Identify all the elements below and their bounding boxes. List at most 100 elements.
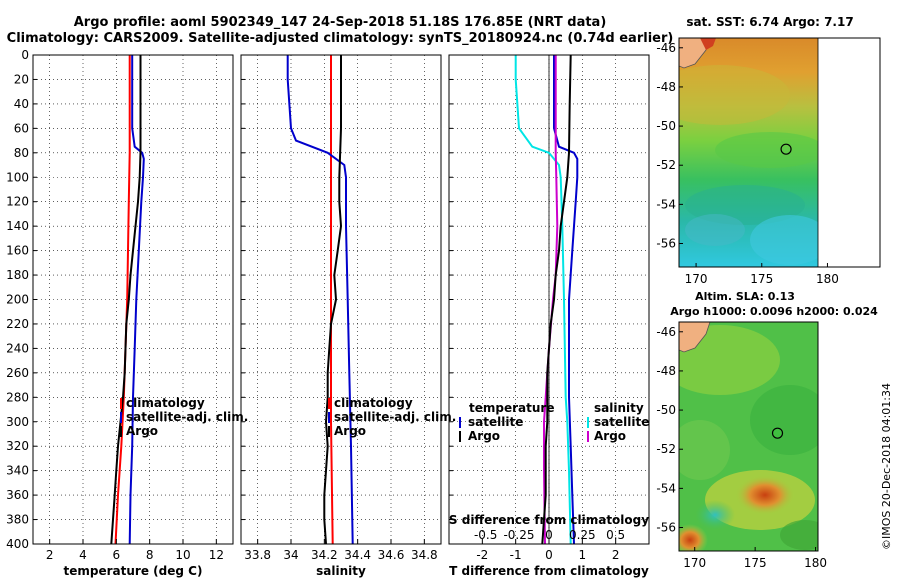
x-axis-label: temperature (deg C)	[64, 564, 203, 578]
legend-label: Argo	[594, 429, 626, 443]
imos-timestamp-watermark: ©IMOS 20-Dec-2018 04:01:34	[880, 383, 893, 550]
difference-panel: -2 -1 0 1 2 T difference from climatology S di…	[448, 54, 650, 578]
y-tick-label: 180	[6, 268, 29, 282]
x-tick-label: 34.8	[411, 548, 438, 562]
y-tick-label: 320	[6, 439, 29, 453]
y-tick-label: 40	[14, 97, 29, 111]
x-axis-label: T difference from climatology	[449, 564, 649, 578]
map-y-tick-label: -54	[656, 197, 676, 211]
y-tick-label: 20	[14, 72, 29, 86]
sst-map-title: sat. SST: 6.74 Argo: 7.17	[686, 15, 853, 29]
map-y-tick-label: -48	[656, 364, 676, 378]
legend-label: climatology	[126, 396, 205, 410]
y-tick-label: 380	[6, 513, 29, 527]
x-tick-label: 4	[79, 548, 87, 562]
series-argo	[323, 55, 343, 545]
map-y-tick-label: -54	[656, 481, 676, 495]
map-y-tick-label: -48	[656, 80, 676, 94]
series-climatology	[330, 55, 334, 545]
top-tick-label: -0.25	[503, 528, 534, 542]
y-tick-label: 140	[6, 219, 29, 233]
x-tick-label: 2	[46, 548, 54, 562]
y-tick-label: 120	[6, 195, 29, 209]
salinity-panel: 33.8 34 34.2 34.4 34.6 34.8 salinity climatolog…	[240, 54, 456, 578]
y-tick-label: 160	[6, 244, 29, 258]
x-tick-label: 0	[545, 548, 553, 562]
legend-label: Argo	[334, 424, 366, 438]
y-tick-label: 260	[6, 366, 29, 380]
series-t-satellite	[553, 55, 579, 545]
sst-map-panel: sat. SST: 6.74 Argo: 7.17 -46 -48 -50 -52 -5…	[656, 15, 881, 286]
y-tick-label: 0	[21, 48, 29, 62]
sla-map-title-line-1: Altim. SLA: 0.13	[695, 290, 795, 303]
temperature-panel: 2 4 6 8 10 12 temperature (deg C) 0 20 40 60 80 100 1…	[6, 48, 248, 578]
top-tick-label: -0.5	[474, 528, 497, 542]
sla-map-panel: Altim. SLA: 0.13 Argo h1000: 0.0096 h200…	[656, 290, 878, 570]
top-tick-label: 0.5	[606, 528, 625, 542]
series-argo	[110, 55, 142, 545]
top-axis-label: S difference from climatology	[449, 513, 649, 527]
series-satellite-adj-clim-	[286, 55, 354, 545]
land-mass-lower	[679, 322, 711, 353]
legend-label: satellite	[468, 415, 523, 429]
land-mass	[679, 38, 711, 69]
x-tick-label: -1	[510, 548, 522, 562]
x-tick-label: 34.2	[311, 548, 338, 562]
map-y-tick-label: -52	[656, 442, 676, 456]
y-tick-label: 340	[6, 464, 29, 478]
y-tick-label: 240	[6, 341, 29, 355]
map-x-tick-label: 175	[750, 272, 773, 286]
y-tick-label: 220	[6, 317, 29, 331]
sst-argo-position-marker	[780, 143, 792, 155]
x-tick-label: 34.6	[378, 548, 405, 562]
legend-label: Argo	[126, 424, 158, 438]
y-tick-label: 400	[6, 537, 29, 551]
legend-label: satellite	[594, 415, 649, 429]
x-tick-label: 33.8	[244, 548, 271, 562]
x-tick-label: 10	[175, 548, 190, 562]
legend-label: climatology	[334, 396, 413, 410]
y-tick-label: 60	[14, 121, 29, 135]
map-y-tick-label: -50	[656, 403, 676, 417]
x-axis-label: salinity	[316, 564, 366, 578]
map-y-tick-label: -46	[656, 325, 676, 339]
figure-title-line-2: Climatology: CARS2009. Satellite-adjuste…	[7, 31, 674, 46]
y-tick-label: 80	[14, 146, 29, 160]
legend-label: Argo	[468, 429, 500, 443]
legend-label: satellite-adj. clim.	[126, 410, 248, 424]
map-y-tick-label: -50	[656, 119, 676, 133]
map-x-tick-label: 180	[804, 556, 827, 570]
map-x-tick-label: 170	[683, 556, 706, 570]
series-s-satellite	[514, 55, 572, 545]
map-y-tick-label: -52	[656, 158, 676, 172]
sla-map-frame	[678, 321, 819, 552]
series-satellite-adj-clim-	[128, 55, 145, 545]
top-tick-label: 0	[545, 528, 553, 542]
x-tick-label: 8	[146, 548, 154, 562]
y-tick-label: 280	[6, 390, 29, 404]
x-tick-label: -2	[476, 548, 488, 562]
series-t-argo	[541, 54, 572, 545]
map-x-tick-label: 180	[816, 272, 839, 286]
legend-label: satellite-adj. clim.	[334, 410, 456, 424]
legend-title-temperature: temperature	[469, 401, 554, 415]
x-tick-label: 2	[612, 548, 620, 562]
y-tick-label: 300	[6, 415, 29, 429]
x-tick-label: 34.4	[344, 548, 371, 562]
y-tick-label: 100	[6, 170, 29, 184]
map-y-tick-label: -46	[656, 41, 676, 55]
sla-map-title-line-2: Argo h1000: 0.0096 h2000: 0.024	[670, 305, 878, 318]
y-tick-label: 360	[6, 488, 29, 502]
x-tick-label: 1	[579, 548, 587, 562]
x-tick-label: 6	[113, 548, 121, 562]
y-tick-label: 200	[6, 293, 29, 307]
top-tick-label: 0.25	[569, 528, 596, 542]
legend-title-salinity: salinity	[594, 401, 644, 415]
series-climatology	[114, 55, 131, 545]
x-tick-label: 12	[209, 548, 224, 562]
map-x-tick-label: 175	[744, 556, 767, 570]
figure-title-line-1: Argo profile: aoml 5902349_147 24-Sep-20…	[74, 15, 607, 30]
x-tick-label: 34	[283, 548, 298, 562]
map-y-tick-label: -56	[656, 237, 676, 251]
